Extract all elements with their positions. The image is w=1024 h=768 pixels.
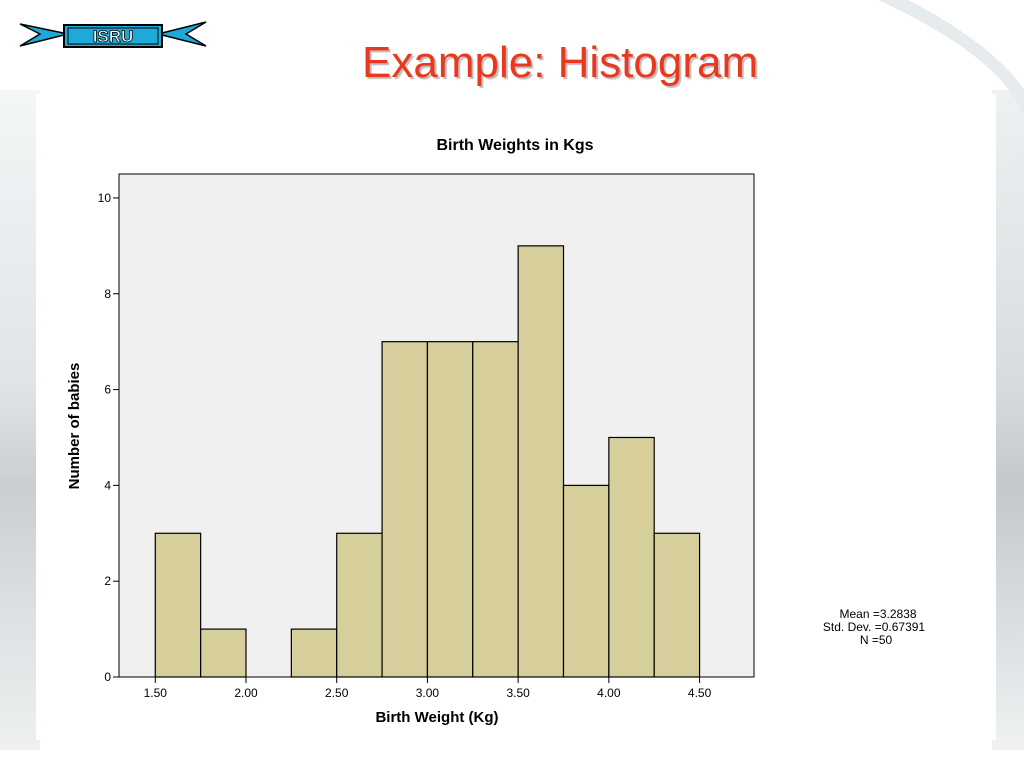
logo-right-ribbon [157,21,207,47]
x-tick-label: 3.00 [416,686,440,700]
x-axis-label: Birth Weight (Kg) [375,709,498,726]
x-tick-label: 1.50 [144,686,168,700]
x-tick-label: 4.50 [688,686,712,700]
stats-box: Mean =3.2838 Std. Dev. =0.67391 N =50 [823,607,926,647]
y-tick-label: 4 [104,478,111,492]
chart-title: Birth Weights in Kgs [436,137,593,154]
y-tick-label: 0 [104,670,111,684]
y-tick-label: 8 [104,287,111,301]
histogram-bar-4 [336,532,383,678]
histogram-bar-1 [200,628,247,678]
histogram-bar-0 [154,532,202,678]
y-axis-ticks: 0 2 4 6 8 10 [98,191,119,684]
stats-n: N =50 [860,633,893,647]
x-tick-label: 2.00 [234,686,258,700]
x-tick-label: 2.50 [325,686,349,700]
slide-title: Example: Histogram [362,38,759,87]
stats-std-dev: Std. Dev. =0.67391 [823,620,926,634]
x-tick-label: 4.00 [597,686,621,700]
background-right [992,90,1024,750]
bars-group [154,245,701,678]
y-tick-label: 6 [104,383,111,397]
y-tick-label: 10 [98,191,112,205]
histogram-bar-5 [381,341,429,678]
y-axis-label: Number of babies [66,363,83,490]
logo-inner-box [67,27,159,45]
y-tick-label: 2 [104,574,111,588]
histogram-bar-9 [562,484,610,678]
histogram-bar-7 [472,341,519,678]
histogram-bar-8 [517,245,565,678]
logo-box [63,24,163,48]
isru-logo: ISRU [19,21,207,48]
histogram-bar-6 [426,341,474,678]
x-tick-label: 3.50 [506,686,530,700]
logo-left-ribbon [19,23,69,47]
histogram-bar-11 [653,532,701,678]
histogram-bar-10 [608,436,655,678]
stats-mean: Mean =3.2838 [839,607,916,621]
x-axis-ticks: 1.50 2.00 2.50 3.00 3.50 4.00 4.50 [144,677,712,700]
histogram-bar-3 [290,628,338,678]
background-left [0,90,40,750]
logo-text: ISRU [93,27,134,46]
